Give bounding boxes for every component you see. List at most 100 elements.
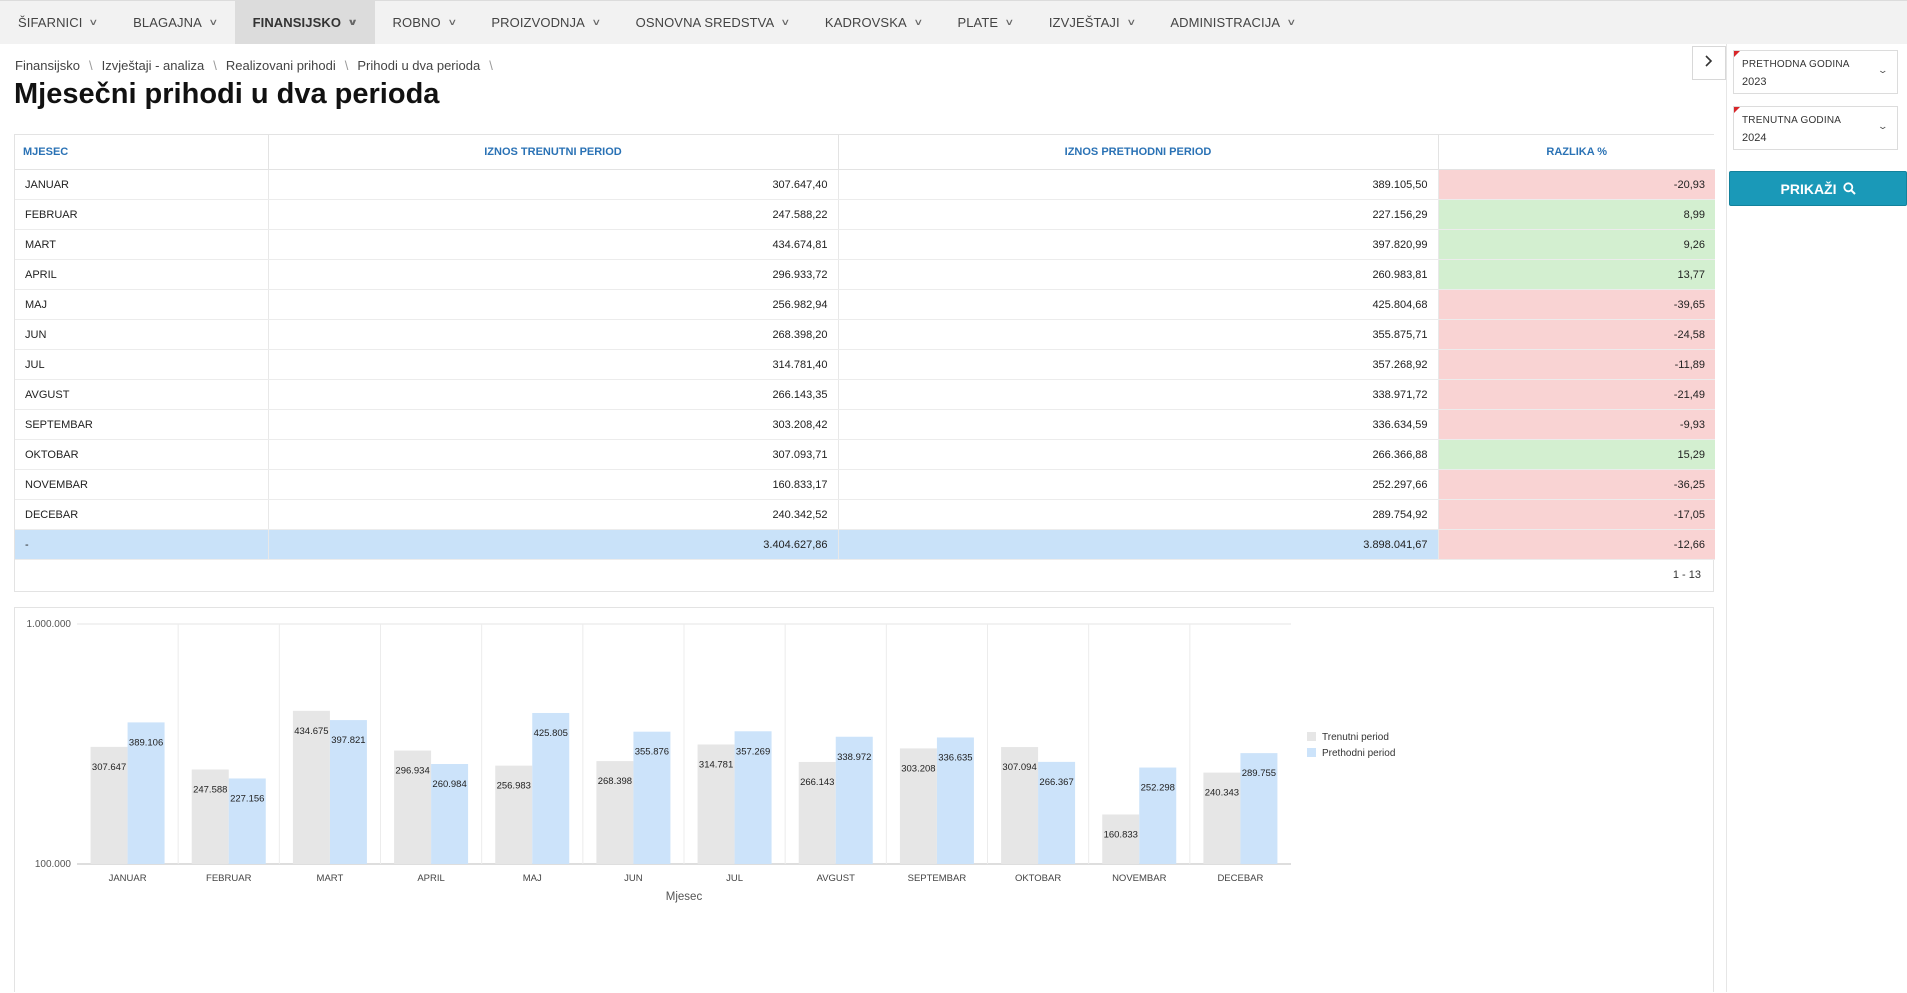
cell-difference: -20,93 bbox=[1437, 169, 1715, 200]
chevron-down-icon: ∨ bbox=[591, 17, 602, 27]
cell-current-amount: 314.781,40 bbox=[267, 349, 838, 380]
bar-current bbox=[596, 761, 634, 864]
required-flag-icon bbox=[1734, 107, 1740, 113]
bar-previous bbox=[1139, 767, 1177, 864]
panel-toggle-button[interactable] bbox=[1692, 46, 1726, 80]
previous-year-value: 2023 bbox=[1742, 76, 1767, 88]
table-row[interactable]: NOVEMBAR 160.833,17 252.297,66 -36,25 bbox=[15, 469, 1715, 500]
nav-item-3[interactable]: ROBNO ∨ bbox=[375, 1, 474, 44]
breadcrumb-item[interactable]: Finansijsko bbox=[15, 58, 81, 73]
show-button[interactable]: PRIKAŽI bbox=[1729, 171, 1907, 206]
bar-current bbox=[191, 769, 229, 864]
breadcrumb-separator: \ bbox=[213, 58, 217, 73]
table-row[interactable]: AVGUST 266.143,35 338.971,72 -21,49 bbox=[15, 379, 1715, 410]
bar-current bbox=[394, 750, 432, 864]
bar-previous bbox=[734, 731, 772, 864]
breadcrumb-item[interactable]: Realizovani prihodi bbox=[225, 58, 336, 73]
nav-item-2[interactable]: FINANSIJSKO ∨ bbox=[234, 1, 375, 44]
column-header-difference[interactable]: RAZLIKA % bbox=[1437, 135, 1715, 170]
cell-previous-amount: 425.804,68 bbox=[837, 289, 1438, 320]
nav-item-label: OSNOVNA SREDSTVA bbox=[635, 15, 775, 30]
nav-item-label: ŠIFARNICI bbox=[18, 15, 83, 30]
nav-item-9[interactable]: ADMINISTRACIJA ∨ bbox=[1152, 1, 1312, 44]
bar-data-label: 256.983 bbox=[497, 781, 531, 792]
cell-previous-amount: 227.156,29 bbox=[837, 199, 1438, 230]
data-grid: MJESEC IZNOS TRENUTNI PERIOD IZNOS PRETH… bbox=[14, 134, 1715, 592]
bar-data-label: 307.647 bbox=[92, 762, 126, 773]
table-row[interactable]: JANUAR 307.647,40 389.105,50 -20,93 bbox=[15, 169, 1715, 200]
column-header-previous-amount[interactable]: IZNOS PRETHODNI PERIOD bbox=[837, 135, 1438, 170]
revenue-bar-chart: 100.000 1.000.000 307.647 389.106 JANUAR 247.… bbox=[27, 619, 1396, 903]
bar-previous bbox=[431, 764, 469, 864]
table-row[interactable]: DECEBAR 240.342,52 289.754,92 -17,05 bbox=[15, 499, 1715, 530]
column-header-current-amount[interactable]: IZNOS TRENUTNI PERIOD bbox=[267, 135, 838, 170]
x-tick-label: DECEBAR bbox=[1217, 873, 1263, 884]
bar-current bbox=[697, 744, 735, 864]
x-tick-label: MAJ bbox=[523, 873, 542, 884]
chevron-down-icon: ∨ bbox=[913, 17, 924, 27]
cell-difference: 8,99 bbox=[1437, 199, 1715, 230]
x-tick-label: NOVEMBAR bbox=[1112, 873, 1167, 884]
breadcrumb-item[interactable]: Izvještaji - analiza bbox=[101, 58, 205, 73]
cell-previous-amount: 357.268,92 bbox=[837, 349, 1438, 380]
required-flag-icon bbox=[1734, 51, 1740, 57]
cell-month: - bbox=[15, 529, 268, 560]
cell-difference: -36,25 bbox=[1437, 469, 1715, 500]
bar-data-label: 355.876 bbox=[635, 747, 669, 758]
bar-current bbox=[899, 748, 937, 864]
table-row[interactable]: JUN 268.398,20 355.875,71 -24,58 bbox=[15, 319, 1715, 350]
cell-current-amount: 240.342,52 bbox=[267, 499, 838, 530]
table-row[interactable]: APRIL 296.933,72 260.983,81 13,77 bbox=[15, 259, 1715, 290]
nav-item-8[interactable]: IZVJEŠTAJI ∨ bbox=[1031, 1, 1153, 44]
legend-swatch bbox=[1307, 748, 1316, 757]
bar-current bbox=[1001, 747, 1039, 864]
table-total-row[interactable]: -3.404.627,86 3.898.041,67 -12,66 bbox=[15, 529, 1715, 560]
nav-item-6[interactable]: KADROVSKA ∨ bbox=[807, 1, 940, 44]
breadcrumb-separator: \ bbox=[344, 58, 349, 73]
bar-data-label: 307.094 bbox=[1002, 762, 1036, 773]
show-button-label: PRIKAŽI bbox=[1780, 180, 1837, 197]
cell-previous-amount: 397.820,99 bbox=[837, 229, 1438, 260]
cell-difference: -11,89 bbox=[1437, 349, 1715, 380]
legend-label: Trenutni period bbox=[1322, 732, 1389, 743]
nav-item-0[interactable]: ŠIFARNICI ∨ bbox=[0, 1, 115, 44]
current-year-select[interactable]: TRENUTNA GODINA 2024 ⌄ bbox=[1733, 106, 1898, 150]
breadcrumb-separator: \ bbox=[89, 58, 93, 73]
cell-month: JUL bbox=[15, 349, 268, 380]
nav-item-5[interactable]: OSNOVNA SREDSTVA ∨ bbox=[618, 1, 807, 44]
cell-previous-amount: 260.983,81 bbox=[837, 259, 1438, 290]
cell-current-amount: 434.674,81 bbox=[267, 229, 838, 260]
chevron-down-icon: ∨ bbox=[347, 17, 359, 27]
bar-previous bbox=[936, 737, 974, 864]
nav-item-label: ADMINISTRACIJA bbox=[1170, 15, 1281, 30]
cell-month: MAJ bbox=[15, 289, 268, 320]
bar-data-label: 289.755 bbox=[1242, 768, 1276, 779]
bar-previous bbox=[228, 778, 266, 864]
bar-data-label: 314.781 bbox=[699, 759, 733, 770]
bar-current bbox=[292, 710, 330, 864]
column-header-month[interactable]: MJESEC bbox=[15, 135, 268, 170]
cell-current-amount: 256.982,94 bbox=[267, 289, 838, 320]
table-row[interactable]: MART 434.674,81 397.820,99 9,26 bbox=[15, 229, 1715, 260]
chevron-down-icon: ∨ bbox=[1126, 17, 1137, 27]
main-menu: ŠIFARNICI ∨ BLAGAJNA ∨ FINANSIJSKO ∨ ROBNO ∨ PRO… bbox=[0, 0, 1907, 44]
chevron-down-icon: ∨ bbox=[447, 17, 458, 27]
nav-item-label: PLATE bbox=[957, 15, 999, 30]
nav-item-7[interactable]: PLATE ∨ bbox=[939, 1, 1030, 44]
breadcrumb-item[interactable]: Prihodi u dva perioda bbox=[357, 58, 481, 73]
nav-item-4[interactable]: PROIZVODNJA ∨ bbox=[473, 1, 617, 44]
panel-divider bbox=[1726, 44, 1727, 992]
y-tick-label: 100.000 bbox=[35, 859, 72, 870]
cell-month: FEBRUAR bbox=[15, 199, 268, 230]
chevron-right-icon bbox=[1704, 54, 1714, 72]
table-row[interactable]: JUL 314.781,40 357.268,92 -11,89 bbox=[15, 349, 1715, 380]
table-row[interactable]: OKTOBAR 307.093,71 266.366,88 15,29 bbox=[15, 439, 1715, 470]
previous-year-select[interactable]: PRETHODNA GODINA 2023 ⌄ bbox=[1733, 50, 1898, 94]
table-row[interactable]: SEPTEMBAR 303.208,42 336.634,59 -9,93 bbox=[15, 409, 1715, 440]
chevron-down-icon: ⌄ bbox=[1877, 121, 1889, 131]
nav-item-1[interactable]: BLAGAJNA ∨ bbox=[115, 1, 234, 44]
table-row[interactable]: FEBRUAR 247.588,22 227.156,29 8,99 bbox=[15, 199, 1715, 230]
table-row[interactable]: MAJ 256.982,94 425.804,68 -39,65 bbox=[15, 289, 1715, 320]
breadcrumb-separator: \ bbox=[489, 58, 493, 73]
cell-month: SEPTEMBAR bbox=[15, 409, 268, 440]
